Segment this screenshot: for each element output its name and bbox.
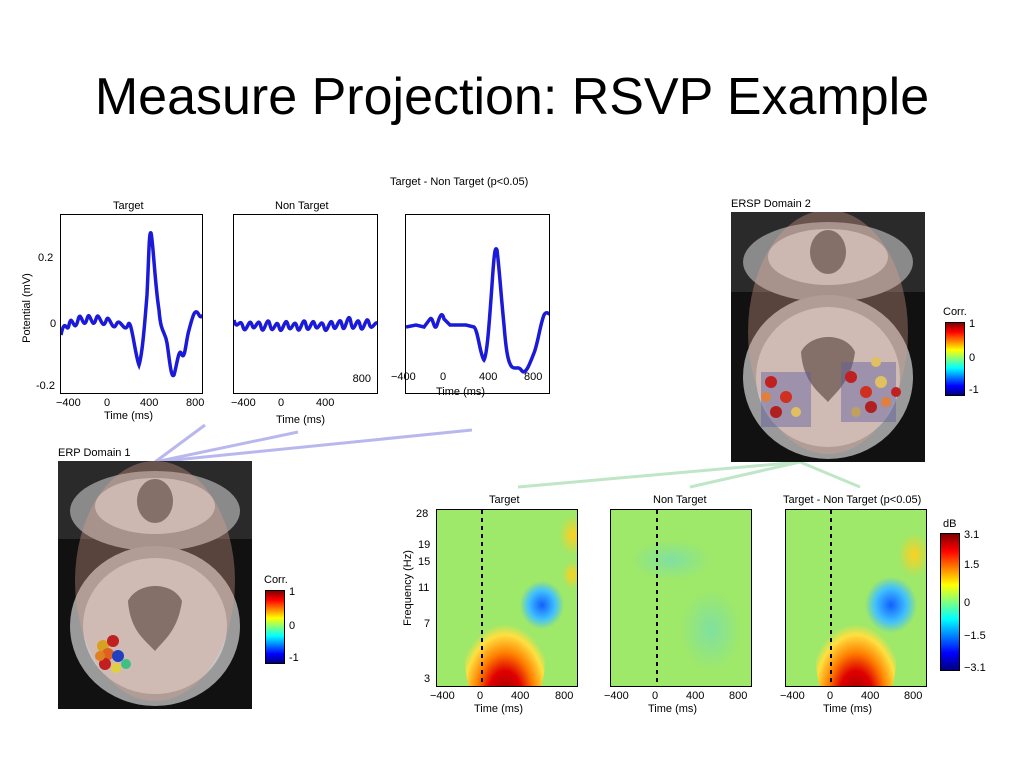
ersp-cbar-tick-m31: −3.1	[964, 662, 986, 674]
ersp-target-title: Target	[489, 494, 520, 506]
erp-p1-xtick-m400: −400	[56, 397, 81, 409]
ersp-p1-xlabel: Time (ms)	[474, 703, 524, 715]
erp-p1-xtick-400: 400	[140, 397, 159, 409]
erp-p2-xlabel: Time (ms)	[276, 414, 326, 426]
erp-ytick-0: 0	[50, 318, 57, 330]
ersp-ytick-19: 19	[418, 539, 431, 551]
ersp-p3-xtick-0: 0	[827, 690, 834, 702]
ersp-target-heatmap	[436, 509, 578, 687]
erp-p3-xlabel: Time (ms)	[436, 386, 486, 398]
erp-domain-cbar-tick-m1: -1	[289, 652, 299, 664]
erp-ytick-m02: -0.2	[36, 380, 55, 392]
erp-domain-cbar-tick-1: 1	[289, 586, 296, 598]
ersp-domain-title: ERSP Domain 2	[731, 198, 811, 210]
erp-domain-title: ERP Domain 1	[58, 447, 131, 459]
ersp-domain-colorbar	[945, 322, 965, 396]
erp-domain-cbar-tick-0: 0	[289, 620, 296, 632]
erp-p3-xtick-400: 400	[479, 371, 498, 383]
erp-ytick-02: 0.2	[38, 252, 54, 264]
ersp-p1-xtick-400: 400	[511, 690, 530, 702]
erp-p1-xlabel: Time (ms)	[104, 410, 154, 422]
ersp-p1-xtick-m400: −400	[430, 690, 455, 702]
ersp-p2-xtick-m400: −400	[604, 690, 629, 702]
ersp-ytick-7: 7	[424, 618, 431, 630]
erp-nontarget-title: Non Target	[275, 200, 329, 212]
ersp-domain-brain-image	[731, 212, 925, 462]
erp-p1-xtick-0: 0	[104, 397, 111, 409]
ersp-domain-cbar-tick-1: 1	[969, 318, 976, 330]
erp-p2-xtick-m400: −400	[231, 397, 256, 409]
erp-p2-xtick-0: 0	[278, 397, 285, 409]
ersp-p3-xtick-m400: −400	[780, 690, 805, 702]
ersp-ylabel: Frequency (Hz)	[401, 550, 414, 626]
ersp-difference-title: Target - Non Target (p<0.05)	[783, 494, 922, 506]
ersp-p1-xtick-800: 800	[555, 690, 574, 702]
slide-title: Measure Projection: RSVP Example	[94, 68, 930, 126]
ersp-p3-xlabel: Time (ms)	[823, 703, 873, 715]
erp-domain-colorbar	[265, 590, 285, 664]
ersp-p2-xlabel: Time (ms)	[648, 703, 698, 715]
erp-ylabel: Potential (mV)	[20, 273, 33, 343]
ersp-cbar-tick-15: 1.5	[964, 559, 980, 571]
erp-target-title: Target	[113, 200, 144, 212]
ersp-ytick-11: 11	[418, 582, 430, 594]
ersp-colorbar	[940, 533, 960, 671]
erp-domain-cbar-label: Corr.	[264, 574, 288, 586]
erp-heading: Target - Non Target (p<0.05)	[390, 176, 529, 188]
erp-target-plot	[60, 214, 203, 394]
erp-p1-xtick-800: 800	[186, 397, 205, 409]
erp-difference-plot	[405, 214, 550, 394]
ersp-p2-xtick-400: 400	[686, 690, 705, 702]
erp-nontarget-line	[234, 315, 377, 332]
ersp-domain-cbar-tick-m1: -1	[969, 384, 979, 396]
erp-p2-xtick-400: 400	[316, 397, 335, 409]
erp-target-line	[61, 231, 202, 378]
ersp-cbar-unit: dB	[943, 518, 957, 530]
ersp-cbar-tick-m15: −1.5	[964, 630, 986, 642]
ersp-ytick-3: 3	[424, 673, 431, 685]
ersp-nontarget-heatmap	[610, 509, 752, 687]
ersp-difference-heatmap	[785, 509, 927, 687]
erp-nontarget-corner-label: 800	[352, 373, 371, 385]
ersp-p2-xtick-0: 0	[652, 690, 659, 702]
ersp-p3-xtick-400: 400	[861, 690, 880, 702]
ersp-cbar-tick-31: 3.1	[964, 529, 980, 541]
ersp-cbar-tick-0: 0	[964, 597, 971, 609]
erp-domain-brain-image	[58, 461, 252, 709]
erp-p3-xtick-m400: −400	[391, 371, 416, 383]
ersp-ytick-15: 15	[418, 556, 431, 568]
ersp-domain-cbar-tick-0: 0	[969, 352, 976, 364]
ersp-ytick-28: 28	[416, 508, 429, 520]
erp-p3-xtick-800: 800	[524, 371, 543, 383]
erp-nontarget-plot: 800	[233, 214, 378, 394]
ersp-domain-cbar-label: Corr.	[943, 306, 967, 318]
ersp-p2-xtick-800: 800	[729, 690, 748, 702]
ersp-nontarget-title: Non Target	[653, 494, 707, 506]
erp-difference-line	[406, 247, 549, 374]
ersp-p1-xtick-0: 0	[477, 690, 484, 702]
erp-p3-xtick-0: 0	[440, 371, 447, 383]
ersp-p3-xtick-800: 800	[904, 690, 923, 702]
